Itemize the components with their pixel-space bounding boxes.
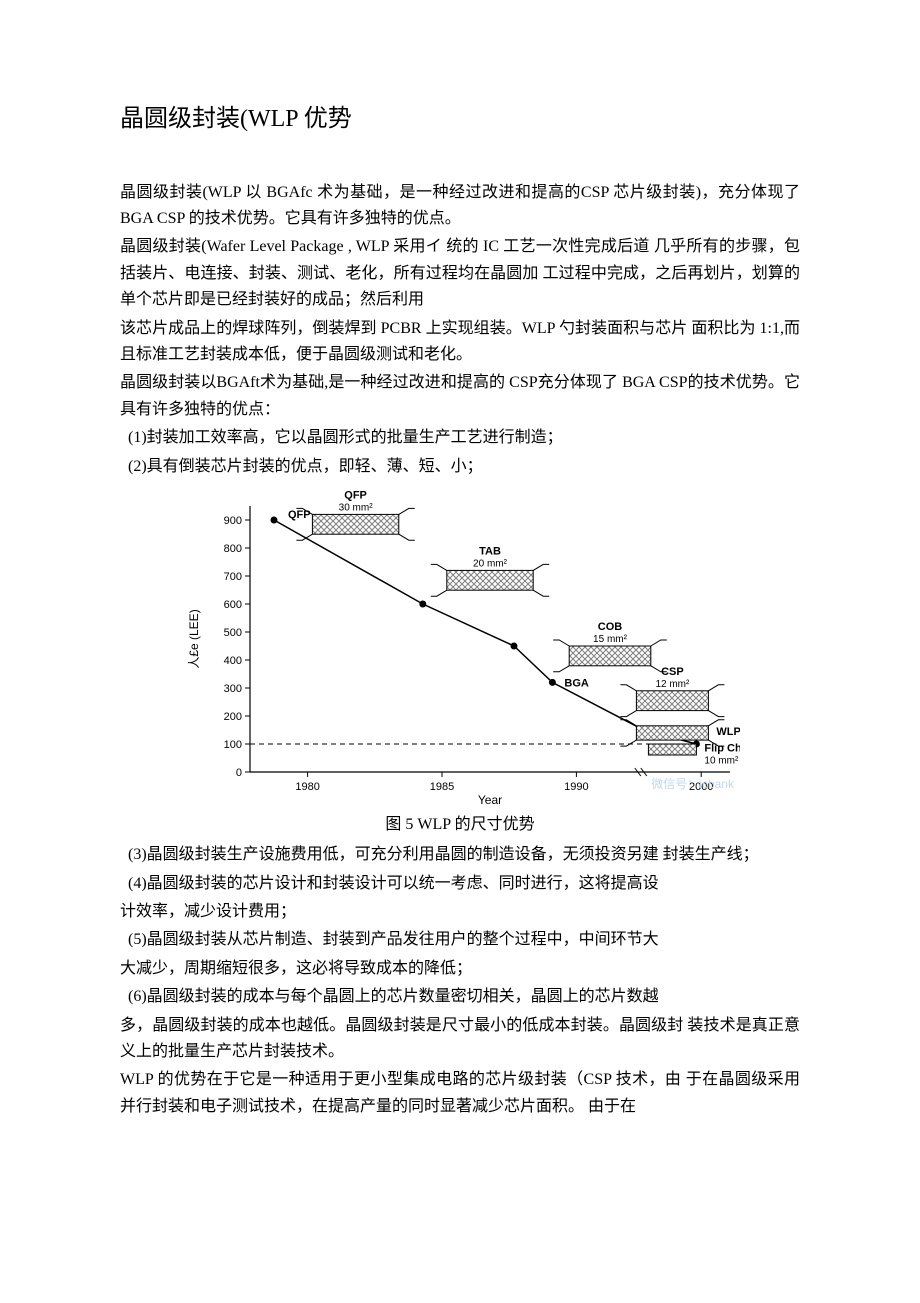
svg-text:0: 0 (236, 767, 242, 779)
chart-caption: 图 5 WLP 的尺寸优势 (120, 812, 800, 838)
chart-figure: 0 100 200 300 400 500 600 700 800 900 1980 1985 1990… (120, 488, 800, 808)
svg-text:600: 600 (224, 599, 242, 611)
svg-text:700: 700 (224, 571, 242, 583)
svg-text:CSP: CSP (661, 666, 684, 678)
paragraph-7: (3)晶圆级封装生产设施费用低，可充分利用晶圆的制造设备，无须投资另建 封装生产… (120, 842, 800, 868)
page-title: 晶圆级封装(WLP 优势 (120, 100, 800, 140)
svg-text:300: 300 (224, 683, 242, 695)
svg-text:TAB: TAB (479, 545, 501, 557)
svg-text:BGA: BGA (564, 677, 589, 689)
svg-text:Flip Chip: Flip Chip (704, 742, 740, 754)
paragraph-13: 多，晶圆级封装的成本也越低。晶圆级封装是尺寸最小的低成本封装。晶圆级封 装技术是… (120, 1013, 800, 1066)
paragraph-10: (5)晶圆级封装从芯片制造、封装到产品发往用户的整个过程中，中间环节大 (120, 927, 800, 953)
paragraph-9: 计效率，减少设计费用； (120, 899, 800, 925)
svg-text:400: 400 (224, 655, 242, 667)
svg-text:1980: 1980 (295, 781, 319, 793)
svg-text:WLP: WLP (716, 726, 740, 738)
paragraph-6: (2)具有倒装芯片封装的优点，即轻、薄、短、小； (120, 454, 800, 480)
svg-text:200: 200 (224, 711, 242, 723)
svg-text:人£e (LEE): 人£e (LEE) (187, 609, 201, 668)
svg-text:800: 800 (224, 543, 242, 555)
svg-text:1990: 1990 (564, 781, 588, 793)
svg-text:12 mm²: 12 mm² (655, 679, 690, 690)
paragraph-3: 该芯片成品上的焊球阵列，倒装焊到 PCBR 上实现组装。WLP 勺封装面积与芯片… (120, 316, 800, 369)
svg-text:COB: COB (598, 621, 623, 633)
paragraph-8: (4)晶圆级封装的芯片设计和封装设计可以统一考虑、同时进行，这将提高设 (120, 871, 800, 897)
svg-text:1985: 1985 (430, 781, 454, 793)
svg-text:15 mm²: 15 mm² (593, 634, 628, 645)
svg-text:20 mm²: 20 mm² (473, 558, 508, 569)
paragraph-4: 晶圆级封装以BGAft术为基础,是一种经过改进和提高的 CSP充分体现了 BGA… (120, 370, 800, 423)
paragraph-1: 晶圆级封装(WLP 以 BGAfc 术为基础，是一种经过改进和提高的CSP 芯片… (120, 180, 800, 233)
svg-text:100: 100 (224, 739, 242, 751)
svg-text:QFP: QFP (344, 489, 367, 501)
svg-text:Year: Year (478, 793, 502, 807)
svg-text:500: 500 (224, 627, 242, 639)
paragraph-2: 晶圆级封装(Wafer Level Package , WLP 采用イ 统的 I… (120, 234, 800, 313)
svg-text:900: 900 (224, 515, 242, 527)
paragraph-14: WLP 的优势在于它是一种适用于更小型集成电路的芯片级封装（CSP 技术，由 于… (120, 1067, 800, 1120)
svg-text:10 mm²: 10 mm² (704, 755, 739, 766)
svg-text:30 mm²: 30 mm² (339, 502, 374, 513)
wlp-size-chart: 0 100 200 300 400 500 600 700 800 900 1980 1985 1990… (180, 488, 740, 808)
paragraph-11: 大减少，周期缩短很多，这必将导致成本的降低； (120, 956, 800, 982)
paragraph-12: (6)晶圆级封装的成本与每个晶圆上的芯片数量密切相关，晶圆上的芯片数越 (120, 984, 800, 1010)
svg-text:微信号：icbank: 微信号：icbank (651, 777, 735, 791)
paragraph-5: (1)封装加工效率高，它以晶圆形式的批量生产工艺进行制造； (120, 425, 800, 451)
